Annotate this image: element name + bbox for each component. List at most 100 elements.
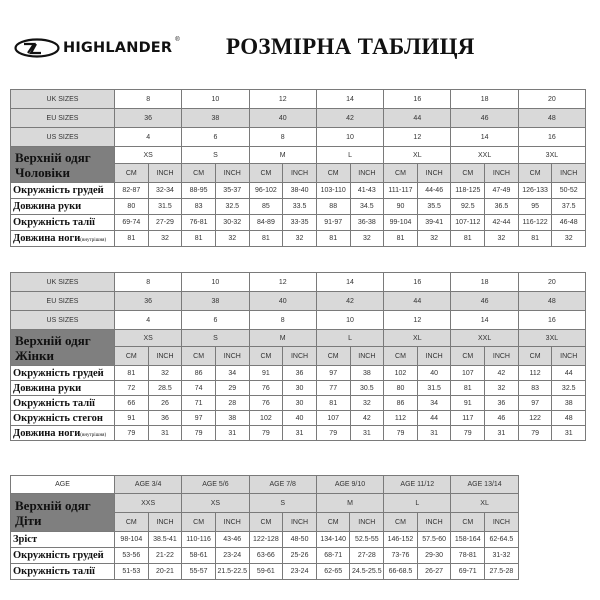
- page-title: РОЗМІРНА ТАБЛИЦЯ: [226, 34, 475, 59]
- letter-sizes-row: Верхній одяг Жінки XS S M L XL XXL 3XL: [10, 329, 587, 366]
- letter-size: XS: [181, 493, 250, 513]
- unit-inch: INCH: [349, 512, 385, 532]
- value-cell: 39-41: [416, 214, 452, 231]
- measurement-label: Довжина ноги(внутрішня): [10, 230, 115, 247]
- us-sizes-row: US SIZES 4 6 8 10 12 14 16: [10, 310, 587, 330]
- us-size: 12: [383, 310, 452, 330]
- value-cell: 88: [315, 198, 351, 215]
- us-size: 4: [113, 127, 183, 147]
- value-cell: 40: [282, 410, 317, 426]
- us-size: 6: [181, 310, 250, 330]
- value-cell: 32: [282, 230, 317, 247]
- value-cell: 91: [114, 410, 149, 426]
- value-cell: 80: [383, 380, 418, 396]
- value-cell: 110-116: [181, 531, 216, 548]
- value-cell: 80: [114, 198, 149, 215]
- uk-size: 12: [248, 272, 317, 292]
- uk-size: 10: [181, 89, 250, 109]
- value-cell: 31.5: [147, 198, 183, 215]
- section-label-line2: Діти: [15, 512, 42, 528]
- unit-cm: CM: [383, 163, 418, 183]
- section-label-line2: Жінки: [15, 347, 54, 363]
- value-cell: 98-104: [114, 531, 149, 548]
- value-cell: 38-40: [282, 182, 317, 199]
- uk-sizes-row: UK SIZES 8 10 12 14 16 18 20: [10, 89, 587, 109]
- eu-size: 48: [517, 291, 587, 311]
- measurement-row: Окружність грудей 81 32 86 34 91 36 97 38 102 40 10…: [10, 365, 587, 381]
- measurement-label: Довжина руки: [10, 380, 115, 396]
- uk-size: 14: [315, 89, 385, 109]
- measurement-row: Окружність грудей 53-56 21-22 58-61 23-24 63-…: [10, 547, 519, 564]
- measurement-row: Довжина руки 80 31.5 83 32.5 85 33.5 88 34.5 90 35…: [10, 198, 587, 215]
- uk-size: 12: [248, 89, 317, 109]
- value-cell: 82-87: [114, 182, 149, 199]
- measurement-name: Довжина ноги: [13, 427, 81, 439]
- us-size: 10: [315, 310, 385, 330]
- measurement-name: Довжина руки: [13, 201, 82, 212]
- unit-cm: CM: [383, 512, 418, 532]
- uk-size: 14: [315, 272, 385, 292]
- value-cell: 116-122: [517, 214, 553, 231]
- unit-cm: CM: [315, 163, 351, 183]
- value-cell: 32-34: [147, 182, 183, 199]
- value-cell: 107-112: [450, 214, 486, 231]
- letter-size: S: [181, 146, 250, 164]
- value-cell: 29: [214, 380, 250, 396]
- unit-cm: CM: [450, 346, 486, 366]
- age-group: AGE 11/12: [383, 475, 452, 494]
- age-label: AGE: [10, 475, 115, 494]
- value-cell: 25-26: [282, 547, 317, 564]
- value-cell: 36.5: [484, 198, 519, 215]
- letter-size: S: [181, 329, 250, 347]
- registered-mark: ®: [175, 37, 180, 43]
- value-cell: 44-46: [416, 182, 452, 199]
- kids-size-table: AGE AGE 3/4 AGE 5/6 AGE 7/8 AGE 9/10 AGE 11/1…: [10, 475, 519, 580]
- value-cell: 32: [551, 230, 587, 247]
- value-cell: 21.5-22.5: [214, 563, 250, 580]
- value-cell: 24.5-25.5: [349, 563, 385, 580]
- value-cell: 23-24: [282, 563, 317, 580]
- value-cell: 30: [282, 380, 317, 396]
- value-cell: 81: [114, 365, 149, 381]
- eu-size: 46: [450, 291, 519, 311]
- value-cell: 81: [181, 230, 216, 247]
- value-cell: 81: [450, 380, 486, 396]
- uk-size: 8: [113, 272, 183, 292]
- letter-size: S: [248, 493, 317, 513]
- value-cell: 31: [349, 425, 385, 441]
- eu-sizes-label: EU SIZES: [10, 291, 115, 311]
- unit-inch: INCH: [551, 163, 587, 183]
- value-cell: 90: [383, 198, 418, 215]
- unit-row: CM INCH CM INCH CM INCH CM INCH CM INCH CM INCH CM IN…: [11, 163, 587, 183]
- value-cell: 32.5: [214, 198, 250, 215]
- value-cell: 42: [349, 410, 385, 426]
- eu-size: 36: [113, 291, 183, 311]
- value-cell: 31: [484, 425, 519, 441]
- us-size: 4: [113, 310, 183, 330]
- uk-size: 20: [517, 89, 587, 109]
- value-cell: 79: [114, 425, 149, 441]
- value-cell: 107: [450, 365, 486, 381]
- value-cell: 84-89: [248, 214, 284, 231]
- value-cell: 55-57: [181, 563, 216, 580]
- us-size: 8: [248, 127, 317, 147]
- measurement-name: Зріст: [13, 534, 38, 545]
- value-cell: 38: [551, 395, 587, 411]
- unit-cm: CM: [383, 346, 418, 366]
- value-cell: 31: [551, 425, 587, 441]
- value-cell: 79: [383, 425, 418, 441]
- value-cell: 117: [450, 410, 486, 426]
- value-cell: 92.5: [450, 198, 486, 215]
- unit-inch: INCH: [551, 346, 587, 366]
- value-cell: 62-65: [315, 563, 351, 580]
- value-cell: 83: [181, 198, 216, 215]
- section-label-line2: Чоловіки: [15, 164, 70, 180]
- unit-inch: INCH: [282, 346, 317, 366]
- unit-cm: CM: [248, 346, 284, 366]
- us-sizes-row: US SIZES 4 6 8 10 12 14 16: [10, 127, 587, 147]
- value-cell: 31: [282, 425, 317, 441]
- value-cell: 97: [315, 365, 351, 381]
- value-cell: 38: [214, 410, 250, 426]
- measurement-label: Довжина руки: [10, 198, 115, 215]
- value-cell: 69-74: [114, 214, 149, 231]
